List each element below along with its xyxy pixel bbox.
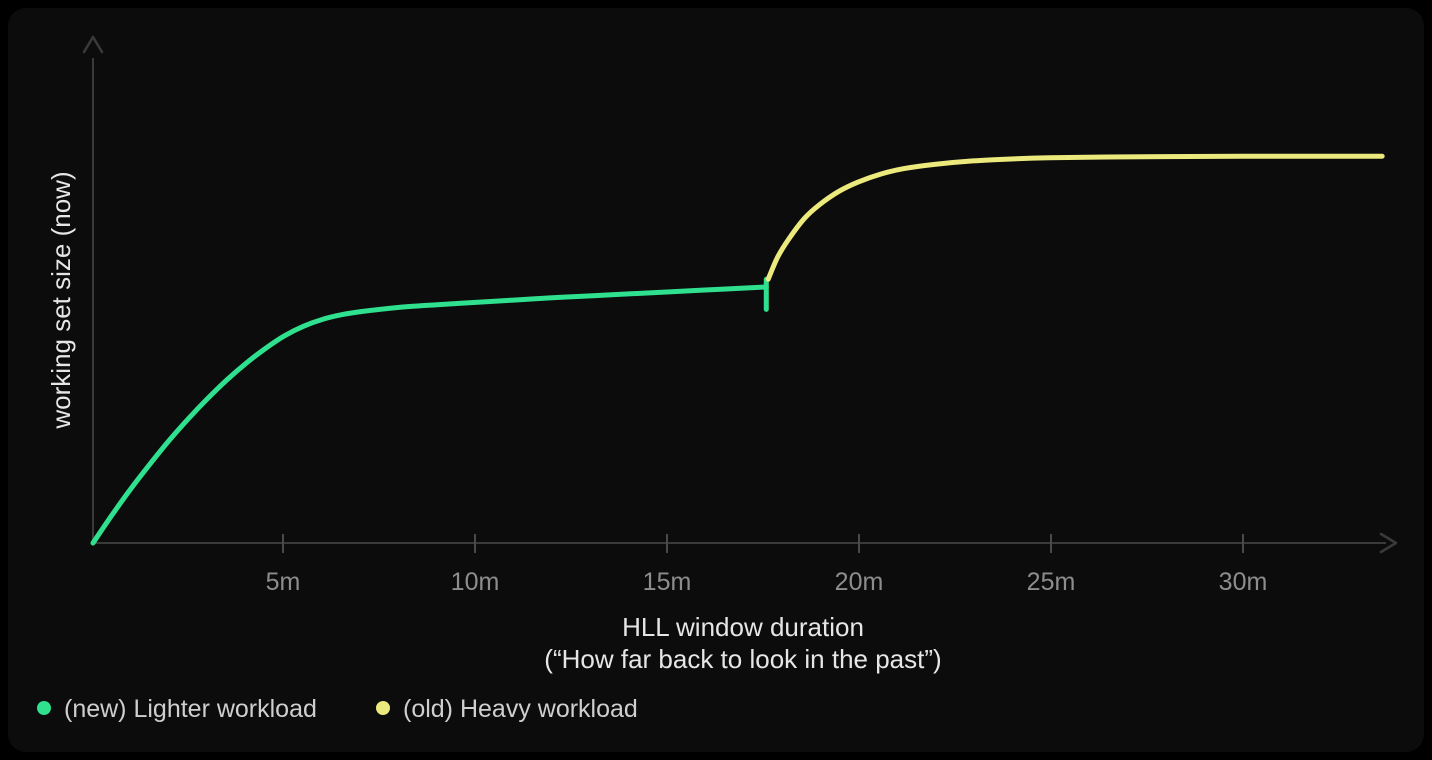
x-tick-label-30m: 30m	[1219, 568, 1268, 596]
legend-label-lighter-workload: (new) Lighter workload	[64, 695, 317, 723]
arrow-right-icon	[1379, 532, 1398, 554]
line-chart: 5m 10m 15m 20m 25m 30m working set size …	[37, 35, 1398, 723]
x-axis-ticks	[282, 534, 1244, 553]
x-tick-label-25m: 25m	[1027, 568, 1076, 596]
legend-dot-icon-heavy-workload	[376, 701, 390, 715]
x-axis-subtitle: (“How far back to look in the past”)	[544, 644, 941, 674]
series-line-lighter-workload	[90, 284, 769, 546]
y-axis-title: working set size (now)	[46, 171, 76, 429]
x-tick-label-5m: 5m	[266, 568, 301, 596]
arrow-up-icon	[82, 35, 104, 54]
x-axis-title: HLL window duration	[622, 612, 864, 642]
x-tick-label-10m: 10m	[451, 568, 500, 596]
chart-card: 5m 10m 15m 20m 25m 30m working set size …	[8, 8, 1424, 752]
legend-dot-icon-lighter-workload	[37, 701, 51, 715]
chart-legend: (new) Lighter workload (old) Heavy workl…	[37, 695, 638, 723]
series-line-heavy-workload	[765, 153, 1385, 282]
x-tick-label-20m: 20m	[835, 568, 884, 596]
x-tick-label-15m: 15m	[643, 568, 692, 596]
legend-label-heavy-workload: (old) Heavy workload	[403, 695, 638, 723]
